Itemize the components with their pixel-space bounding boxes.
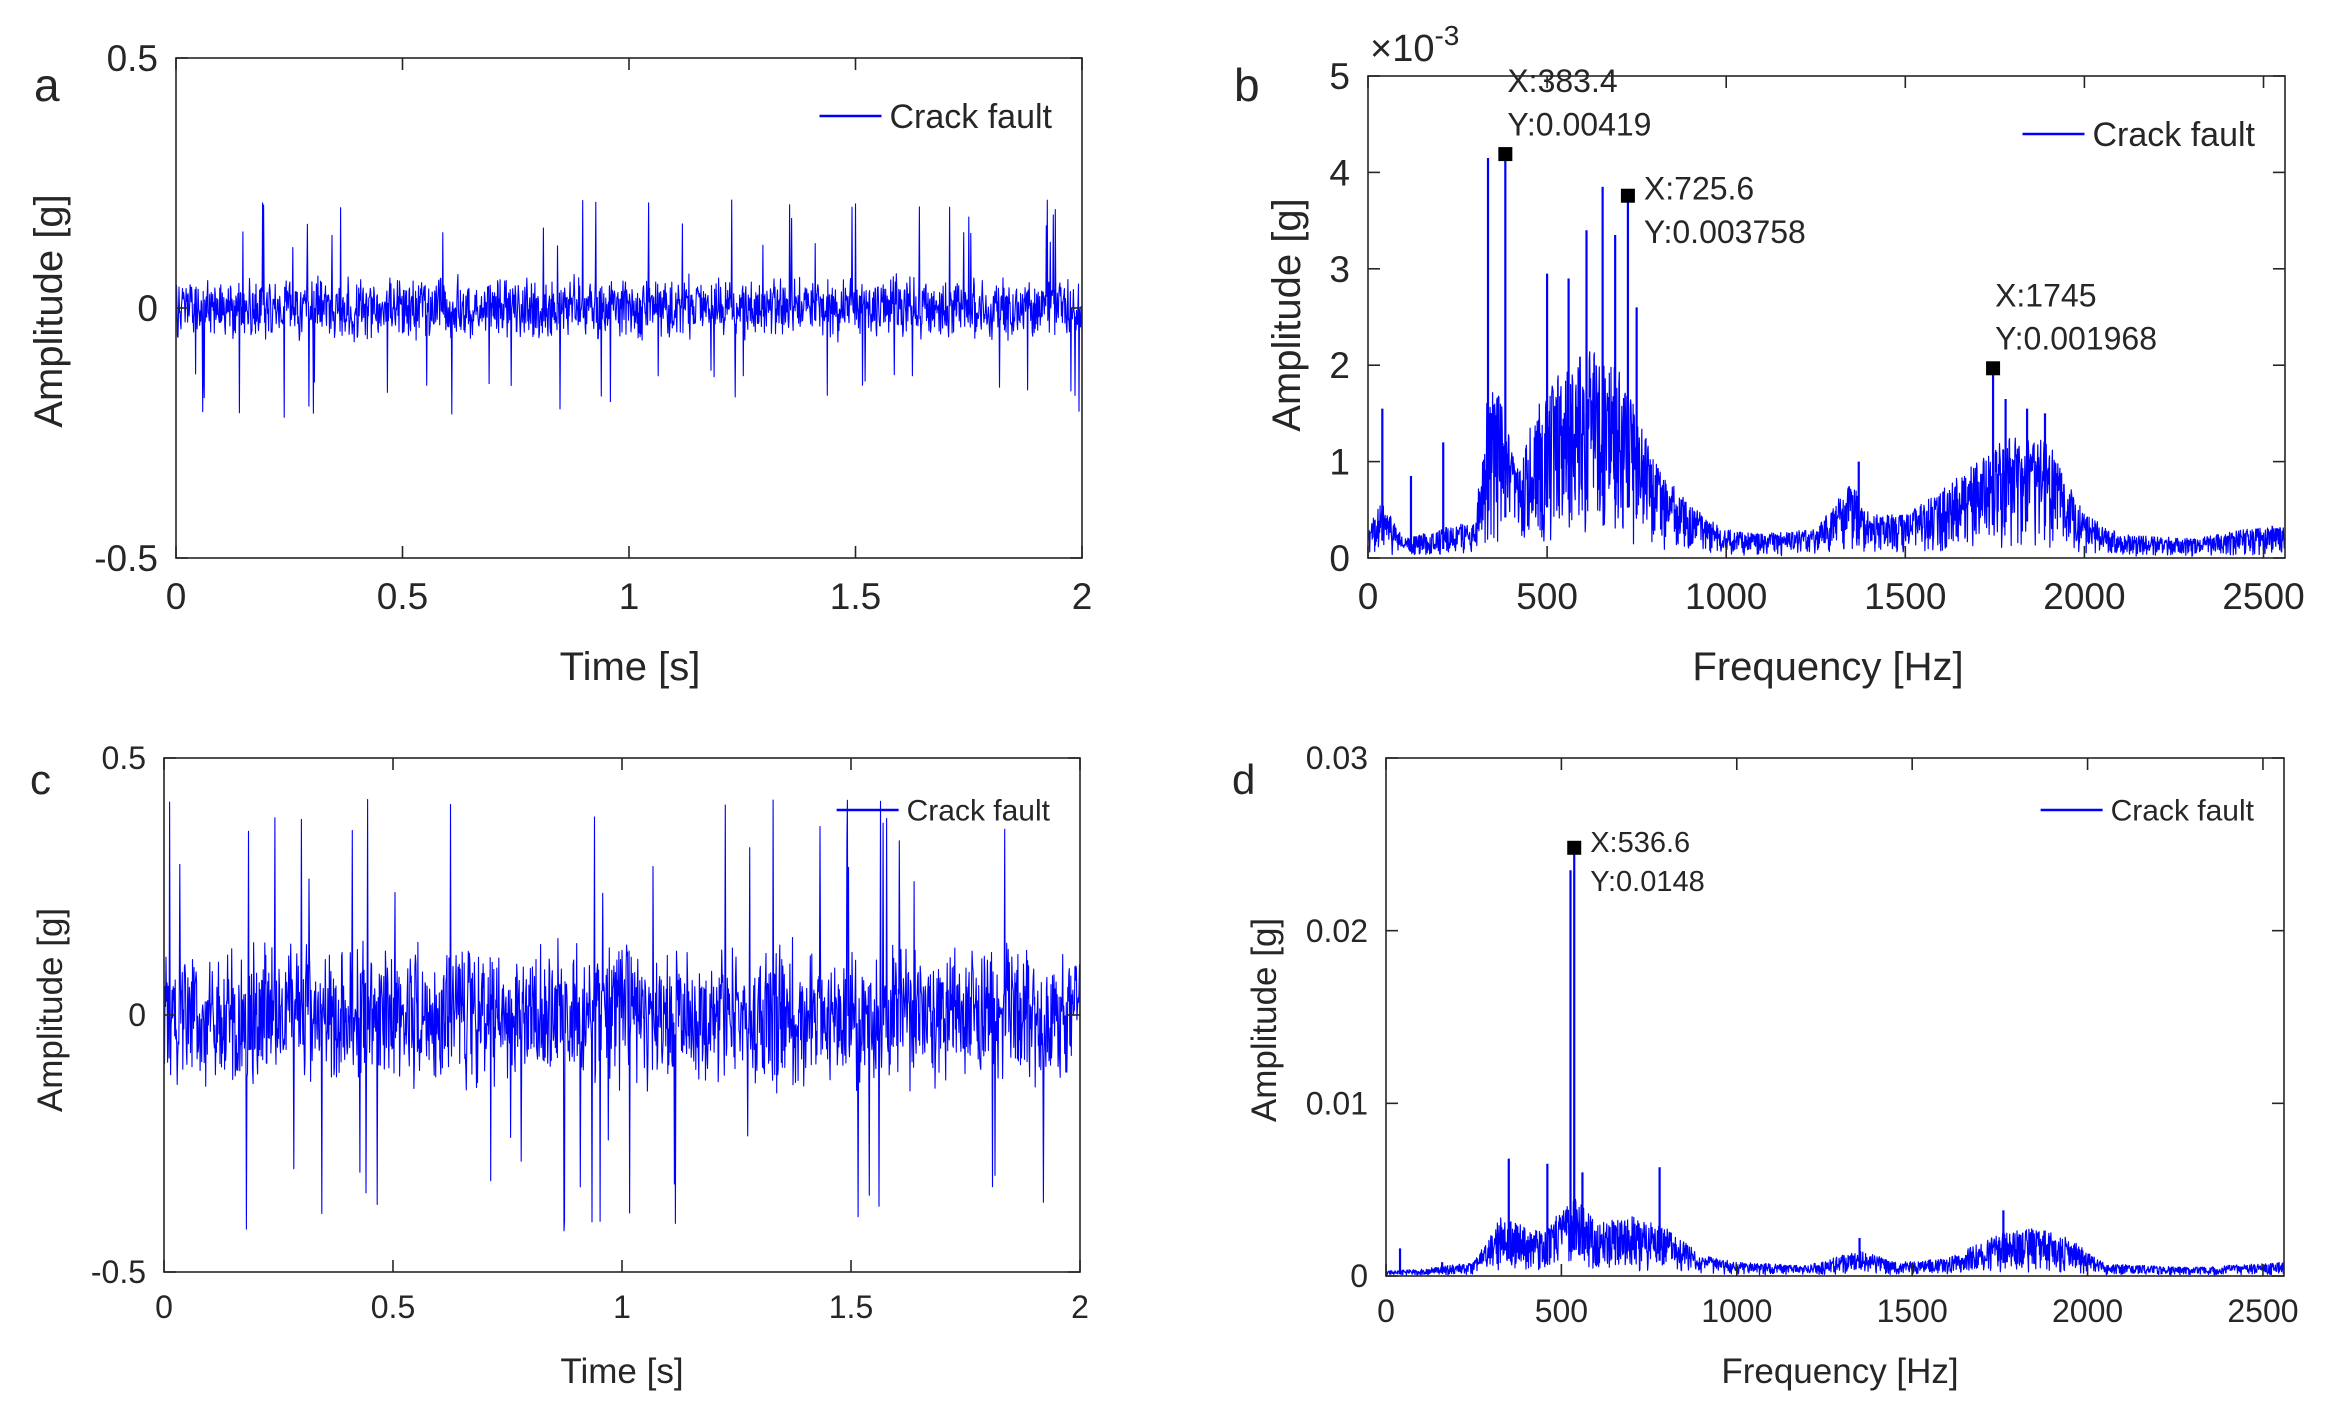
x-tick-label: 2500 — [2222, 576, 2304, 617]
plot-area-frame — [1385, 757, 2285, 1277]
data-tip-x: X:725.6 — [1644, 171, 1754, 207]
y-axis-label: Amplitude [g] — [1265, 198, 1309, 431]
x-tick-label: 500 — [1535, 1293, 1588, 1329]
x-tick-label: 0.5 — [371, 1289, 415, 1325]
legend-label: Crack fault — [2093, 116, 2256, 154]
x-tick-label: 2 — [1072, 576, 1093, 617]
x-tick-label: 0 — [166, 576, 187, 617]
exponent-power: -3 — [1434, 20, 1459, 51]
x-tick-label: 1.5 — [829, 1289, 873, 1325]
panel-letter: b — [1234, 59, 1260, 111]
y-tick-label: 0 — [1350, 1258, 1368, 1294]
x-tick-label: 1000 — [1685, 576, 1767, 617]
data-tip-x: X:383.4 — [1507, 63, 1617, 99]
panel-letter: d — [1232, 756, 1255, 803]
panel-letter: c — [30, 756, 51, 803]
legend-label: Crack fault — [907, 795, 1051, 828]
y-tick-label: 5 — [1329, 56, 1350, 97]
series-line-crack-fault — [176, 199, 1082, 418]
x-tick-label: 2000 — [2052, 1293, 2123, 1329]
data-tip-marker — [1986, 361, 2001, 376]
x-tick-label: 2 — [1071, 1289, 1089, 1325]
y-tick-label: 3 — [1329, 249, 1350, 290]
axis-exponent: ×10-3 — [1370, 20, 1459, 70]
y-tick-label: 0.02 — [1306, 913, 1368, 949]
x-tick-label: 0 — [155, 1289, 173, 1325]
data-tip-marker — [1498, 147, 1513, 162]
y-axis-label: Amplitude [g] — [27, 194, 71, 427]
x-tick-label: 1 — [613, 1289, 631, 1325]
x-axis-label: Time [s] — [560, 1352, 683, 1391]
data-tip-y: Y:0.00419 — [1507, 106, 1651, 142]
data-tip-y: Y:0.001968 — [1995, 320, 2157, 356]
x-axis-label: Frequency [Hz] — [1692, 645, 1963, 689]
x-tick-label: 0 — [1358, 576, 1379, 617]
data-tip-marker — [1620, 188, 1635, 203]
x-tick-label: 1500 — [1864, 576, 1946, 617]
y-tick-label: 2 — [1329, 345, 1350, 386]
x-tick-label: 2000 — [2043, 576, 2125, 617]
x-axis-label: Time [s] — [560, 645, 701, 689]
series-line-crack-fault — [164, 798, 1080, 1232]
series-line-crack-fault — [1368, 351, 2285, 557]
y-tick-label: 0.03 — [1306, 740, 1368, 776]
data-tip-y: Y:0.0148 — [1590, 866, 1705, 898]
y-tick-label: 0.5 — [102, 740, 146, 776]
exponent-base: ×10 — [1370, 28, 1434, 70]
plot-area-frame — [1367, 75, 2286, 559]
y-tick-label: 0 — [1329, 538, 1350, 579]
y-tick-label: 0 — [137, 288, 158, 329]
data-tip-x: X:1745 — [1995, 277, 2096, 313]
data-tip-marker — [1567, 840, 1582, 855]
panel-letter: a — [34, 59, 60, 111]
y-tick-label: 4 — [1329, 152, 1350, 193]
x-tick-label: 1500 — [1877, 1293, 1948, 1329]
x-tick-label: 0.5 — [377, 576, 428, 617]
panel-b: b Amplitude [g] Frequency [Hz] ×10-3 0 50… — [1234, 20, 2305, 689]
y-tick-label: -0.5 — [91, 1254, 146, 1290]
panel-a: a Amplitude [g] Time [s] 0 0.5 1 1.5 2-0.500… — [27, 38, 1092, 689]
x-tick-label: 1000 — [1701, 1293, 1772, 1329]
x-tick-label: 2500 — [2227, 1293, 2298, 1329]
series-line-crack-fault — [1386, 1198, 2284, 1276]
data-tip-x: X:536.6 — [1590, 827, 1690, 859]
y-tick-label: 0.5 — [107, 38, 158, 79]
x-tick-label: 0 — [1377, 1293, 1395, 1329]
y-axis-label: Amplitude [g] — [31, 908, 70, 1112]
y-axis-label: Amplitude [g] — [1245, 918, 1284, 1122]
y-tick-label: 0 — [128, 997, 146, 1033]
panel-c: c Amplitude [g] Time [s] 0 0.5 1 1.5 2-0.500… — [30, 740, 1089, 1391]
y-tick-label: 1 — [1329, 442, 1350, 483]
y-tick-label: -0.5 — [94, 538, 158, 579]
x-tick-label: 500 — [1516, 576, 1578, 617]
x-axis-label: Frequency [Hz] — [1721, 1352, 1958, 1391]
data-tip-y: Y:0.003758 — [1644, 214, 1806, 250]
legend-label: Crack fault — [890, 98, 1053, 136]
panel-d: d Amplitude [g] Frequency [Hz] 0 500 1000 1… — [1232, 740, 2299, 1391]
legend-label: Crack fault — [2111, 795, 2255, 828]
x-tick-label: 1 — [619, 576, 640, 617]
x-tick-label: 1.5 — [830, 576, 881, 617]
y-tick-label: 0.01 — [1306, 1086, 1368, 1122]
